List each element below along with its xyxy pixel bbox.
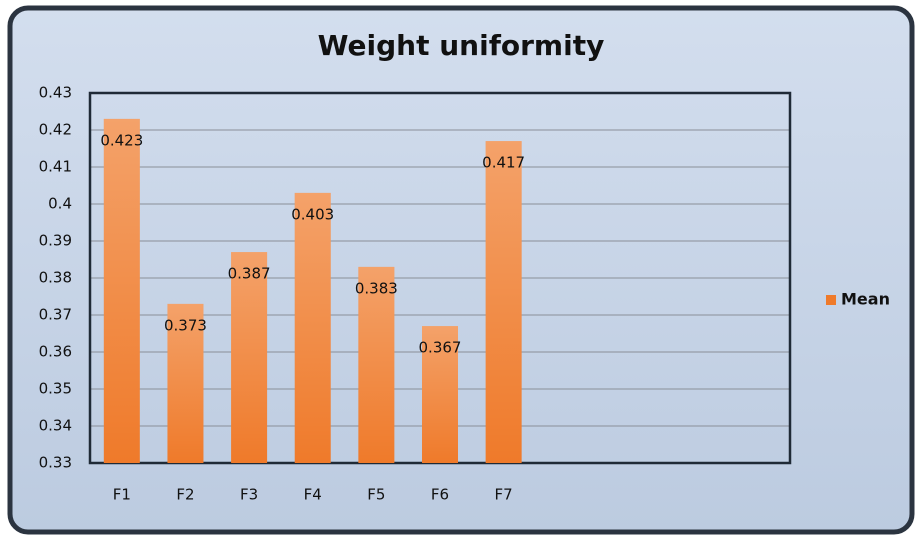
y-tick-label: 0.41: [39, 158, 72, 176]
x-tick-label: F4: [304, 486, 322, 504]
x-tick-label: F2: [176, 486, 194, 504]
y-tick-label: 0.37: [39, 306, 72, 324]
bar-sheen: [231, 252, 268, 463]
data-label: 0.383: [355, 279, 398, 297]
chart-frame: [7, 5, 915, 535]
x-tick-label: F7: [495, 486, 513, 504]
legend-swatch: [826, 295, 836, 305]
y-tick-label: 0.42: [39, 121, 72, 139]
bar-sheen: [103, 118, 140, 464]
bar-sheen: [358, 266, 395, 463]
x-tick-label: F1: [113, 486, 131, 504]
y-tick-label: 0.34: [39, 417, 72, 435]
y-tick-label: 0.38: [39, 269, 72, 287]
data-label: 0.423: [100, 131, 143, 149]
bar-sheen: [485, 141, 522, 463]
data-label: 0.373: [164, 316, 207, 334]
y-tick-label: 0.36: [39, 343, 72, 361]
data-label: 0.387: [228, 265, 271, 283]
y-tick-label: 0.43: [39, 84, 72, 102]
y-tick-label: 0.33: [39, 454, 72, 472]
legend-label: Mean: [841, 290, 890, 309]
bar-sheen: [294, 192, 331, 463]
y-tick-label: 0.39: [39, 232, 72, 250]
bar-sheen: [167, 303, 204, 463]
bar-sheen: [422, 326, 458, 463]
x-tick-label: F3: [240, 486, 258, 504]
x-tick-label: F6: [431, 486, 449, 504]
chart-title: Weight uniformity: [318, 29, 605, 62]
y-tick-label: 0.4: [48, 195, 72, 213]
x-tick-label: F5: [367, 486, 385, 504]
data-label: 0.367: [419, 339, 462, 357]
data-label: 0.403: [291, 205, 334, 223]
data-label: 0.417: [482, 154, 525, 172]
y-tick-label: 0.35: [39, 380, 72, 398]
